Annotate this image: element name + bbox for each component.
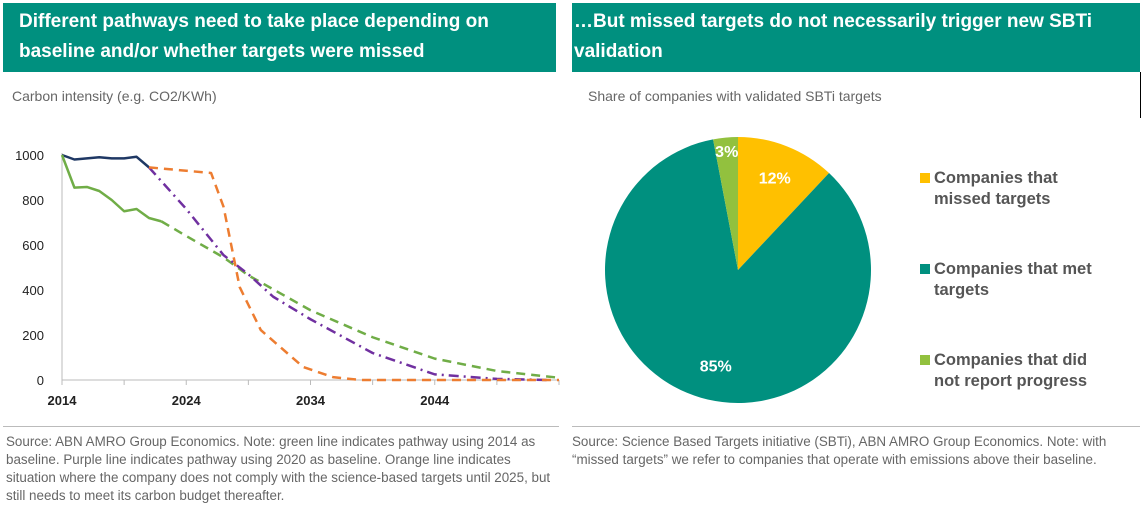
right-source: Source: Science Based Targets initiative… xyxy=(572,426,1140,469)
pie-chart: 12% 85% 3% xyxy=(605,137,871,404)
text-cursor xyxy=(1140,72,1141,118)
pie-data-label: 12% xyxy=(759,170,791,187)
x-tick-label: 2044 xyxy=(420,393,450,408)
pie-data-label: 85% xyxy=(700,359,732,376)
line-chart: 0 200 400 600 800 1000 2014 2024 2034 2044 xyxy=(15,148,560,408)
left-title: Different pathways need to take place de… xyxy=(3,3,556,72)
right-subtitle: Share of companies with validated SBTi t… xyxy=(588,88,882,104)
series-line-1 xyxy=(60,154,162,223)
x-tick-label: 2014 xyxy=(48,393,78,408)
y-tick-label: 600 xyxy=(22,238,44,253)
pie-slice-2 xyxy=(713,137,738,270)
x-tick-label: 2034 xyxy=(296,393,326,408)
y-tick-label: 800 xyxy=(22,193,44,208)
x-tick-label: 2024 xyxy=(172,393,202,408)
legend-swatch xyxy=(920,173,930,183)
series-line-2 xyxy=(160,220,560,379)
y-tick-label: 200 xyxy=(22,328,44,343)
legend-label: Companies that met targets xyxy=(934,260,1092,299)
legend-item: Companies that missed targets xyxy=(920,168,1114,210)
legend-item: Companies that did not report progress xyxy=(920,350,1114,392)
series-line-0 xyxy=(61,153,150,169)
y-tick-label: 400 xyxy=(22,283,44,298)
legend-label: Companies that missed targets xyxy=(934,169,1058,208)
series-line-4 xyxy=(148,166,559,382)
pie-slice-1 xyxy=(605,139,871,404)
right-title: …But missed targets do not necessarily t… xyxy=(572,3,1140,72)
series-line-3 xyxy=(148,166,547,382)
legend-swatch xyxy=(920,264,930,274)
left-subtitle: Carbon intensity (e.g. CO2/KWh) xyxy=(12,88,217,104)
left-source: Source: ABN AMRO Group Economics. Note: … xyxy=(3,426,559,505)
y-tick-label: 1000 xyxy=(15,148,44,163)
legend-swatch xyxy=(920,355,930,365)
y-tick-label: 0 xyxy=(37,373,44,388)
pie-slice-0 xyxy=(738,137,830,270)
legend-label: Companies that did not report progress xyxy=(934,351,1088,390)
legend-item: Companies that met targets xyxy=(920,259,1114,301)
pie-data-label: 3% xyxy=(715,144,738,161)
